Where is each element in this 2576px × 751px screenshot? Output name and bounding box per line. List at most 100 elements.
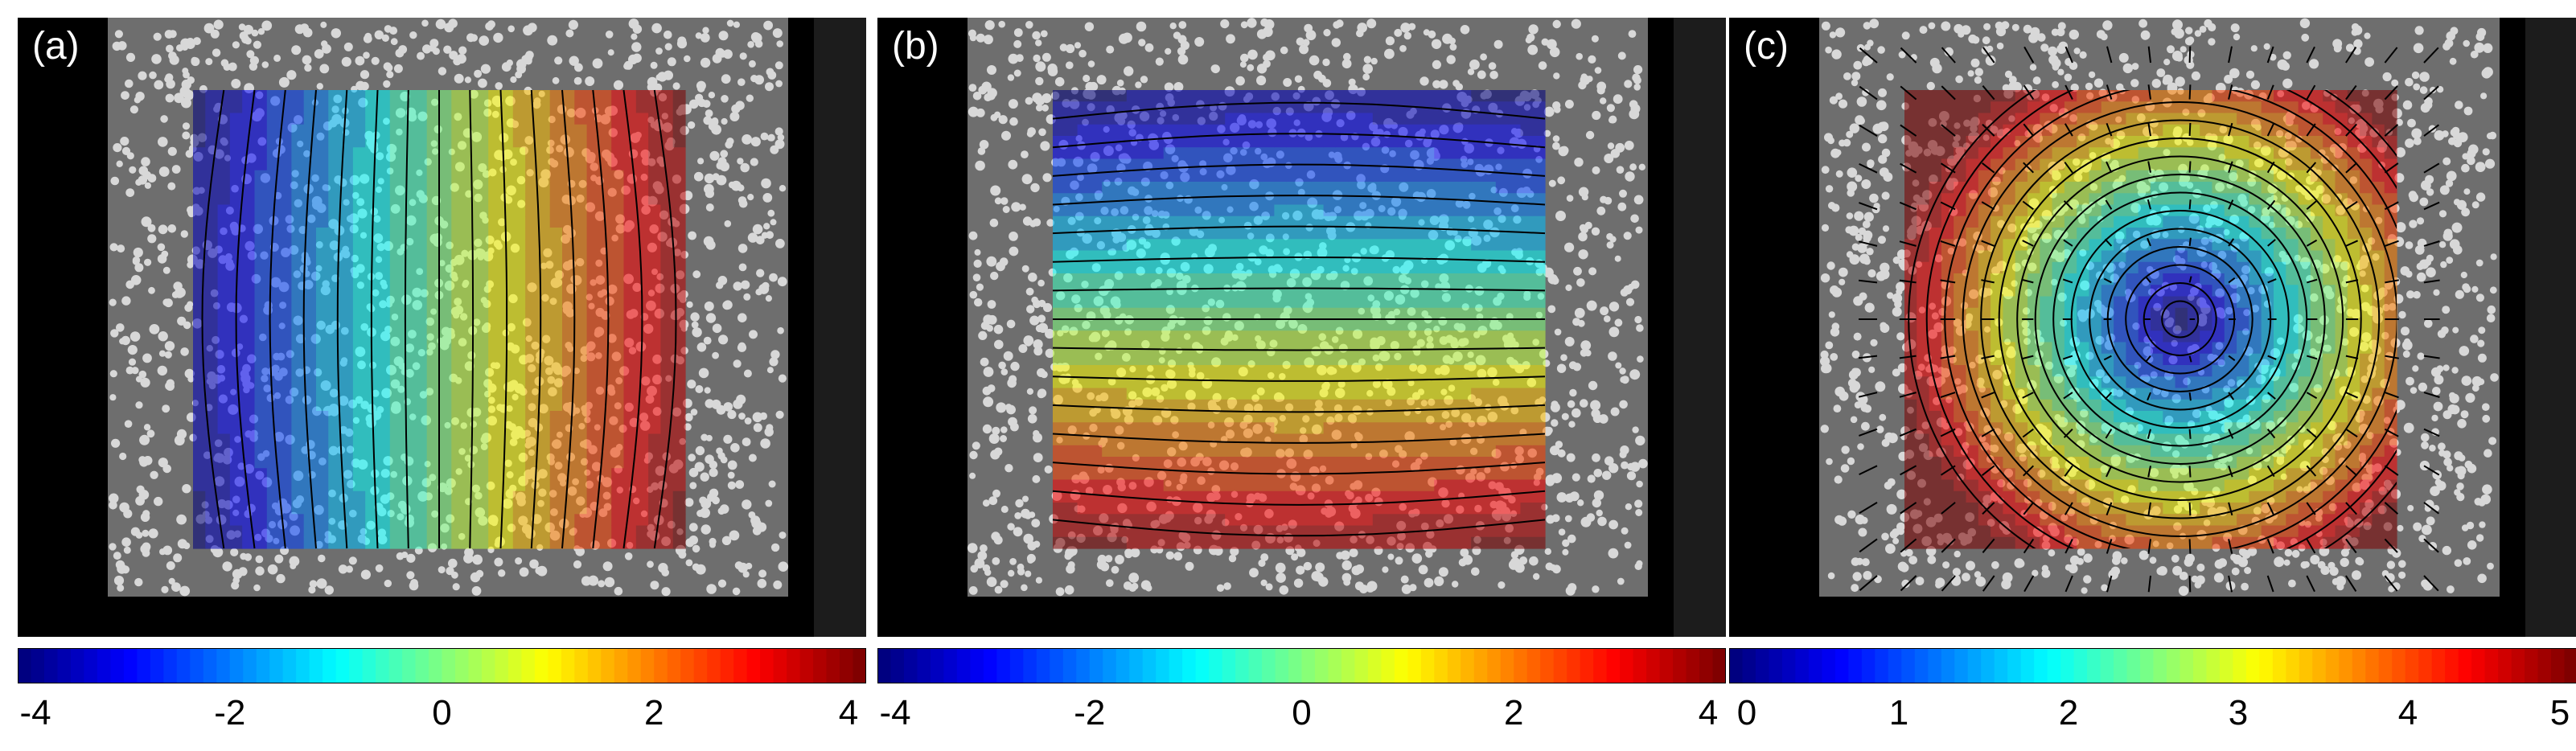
vector-arrow — [2147, 575, 2151, 593]
colorbar-segment — [323, 648, 337, 683]
vector-arrow — [2307, 355, 2318, 360]
colorbar-segment — [787, 648, 801, 683]
vector-arrow — [2307, 278, 2318, 284]
vector-arrow — [2228, 122, 2233, 137]
colorbar-segment — [983, 648, 998, 683]
panel-label-c: (c) — [1744, 25, 1789, 68]
vector-arrow — [2147, 392, 2151, 401]
specimen-image-b — [877, 18, 1726, 637]
vector-arrow — [2106, 575, 2113, 593]
colorbar-segment — [282, 648, 297, 683]
vector-arrow — [1899, 355, 1917, 359]
vector-arrow — [1981, 392, 1995, 399]
colorbar-segment — [1795, 648, 1810, 683]
colorbar-segment — [1620, 648, 1634, 683]
vector-arrow — [2384, 538, 2398, 553]
vector-arrow — [1859, 124, 1878, 137]
colorbar-segment — [309, 648, 323, 683]
vector-arrow — [2385, 279, 2399, 284]
colorbar-segment — [2233, 648, 2247, 683]
colorbar-segment — [1169, 648, 1183, 683]
colorbar-segment — [521, 648, 536, 683]
contour-line — [469, 89, 475, 549]
colorbar-segment — [1407, 648, 1422, 683]
vector-arrow — [2266, 502, 2275, 515]
colorbar-tick-label: -2 — [1074, 693, 1106, 733]
vector-arrow — [2345, 123, 2357, 137]
vector-arrow — [2423, 465, 2440, 476]
colorbar-segment — [2166, 648, 2181, 683]
colorbar-segment — [43, 648, 59, 683]
vector-arrow — [1900, 538, 1917, 553]
vector-arrow — [1859, 538, 1878, 553]
contour-line — [1052, 404, 1546, 413]
vector-arrow — [1900, 575, 1917, 592]
vector-arrow — [1981, 201, 1995, 211]
colorbar-tick-label: 2 — [1504, 693, 1524, 733]
panel-b: (b) -4 -2 0 2 4 — [877, 0, 1726, 751]
vector-arrow — [1900, 85, 1917, 101]
vector-arrow — [1941, 538, 1956, 553]
colorbar-segment — [269, 648, 284, 683]
colorbar-segment — [1808, 648, 1823, 683]
contour-ring — [2016, 155, 2344, 483]
contour-line — [201, 89, 225, 549]
vector-arrow — [2228, 392, 2235, 400]
contour-line — [336, 89, 348, 549]
vector-arrow — [2147, 502, 2151, 516]
vector-arrow — [2306, 162, 2317, 174]
vector-arrow — [2384, 575, 2398, 592]
colorbar-segment — [2511, 648, 2525, 683]
colorbar-segment — [1328, 648, 1342, 683]
colorbar-segment — [1420, 648, 1436, 683]
panel-label-b: (b) — [892, 25, 939, 68]
panel-c: (c) 0 1 2 3 4 5 — [1729, 0, 2576, 751]
colorbar-segment — [2378, 648, 2393, 683]
vector-arrow — [1899, 279, 1917, 284]
colorbar-tick-label: 2 — [644, 693, 664, 733]
colorbar-segment — [813, 648, 828, 683]
vector-arrow — [2384, 85, 2398, 101]
vector-arrow — [1859, 202, 1878, 211]
contour-ring — [2161, 300, 2200, 339]
vector-arrow — [2423, 162, 2440, 174]
vector-arrow — [2228, 465, 2233, 478]
colorbar-segment — [2537, 648, 2552, 683]
colorbar-segment — [1354, 648, 1369, 683]
contour-line — [622, 89, 643, 549]
contour-line — [1052, 133, 1546, 149]
contour-ring — [2125, 264, 2236, 375]
colorbar-segment — [296, 648, 310, 683]
colorbar-segment — [640, 648, 655, 683]
vector-arrow — [2106, 502, 2113, 516]
colorbar-segment — [693, 648, 708, 683]
colorbar-segment — [2007, 648, 2022, 683]
colorbar-segment — [2525, 648, 2539, 683]
colorbar-segment — [720, 648, 734, 683]
vector-arrow — [2188, 122, 2192, 137]
vector-arrow — [2188, 46, 2192, 64]
colorbar-a — [18, 648, 866, 683]
vector-arrow — [2423, 538, 2439, 553]
colorbar-segment — [1514, 648, 1528, 683]
vector-arrow — [1982, 123, 1995, 137]
vector-arrow — [2228, 355, 2236, 362]
vector-arrow — [2022, 200, 2034, 211]
colorbar-segment — [826, 648, 840, 683]
vector-arrow — [2423, 575, 2439, 592]
vector-arrow — [2023, 575, 2035, 593]
vector-arrow — [1858, 240, 1878, 247]
contour-ring — [1962, 101, 2397, 537]
colorbar-tick-label: -2 — [214, 693, 246, 733]
contour-ring — [2089, 228, 2272, 411]
colorbar-segment — [799, 648, 814, 683]
vector-arrow — [2023, 538, 2035, 554]
colorbar-segment — [1928, 648, 1942, 683]
vector-arrow — [2306, 392, 2318, 400]
colorbar-segment — [614, 648, 629, 683]
vector-arrow — [1981, 428, 1995, 437]
vector-arrow — [2023, 46, 2035, 64]
vector-arrow — [2345, 240, 2359, 247]
contour-ring — [1925, 90, 2397, 548]
colorbar-segment — [1755, 648, 1770, 683]
